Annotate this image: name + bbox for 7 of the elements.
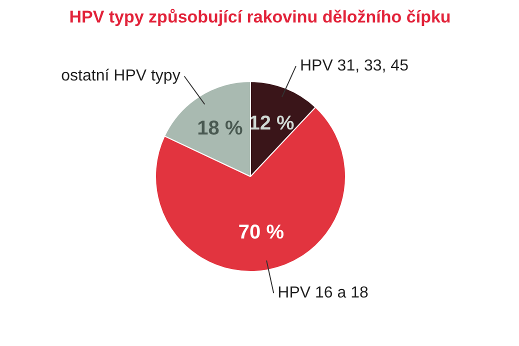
slice-label: HPV 31, 33, 45 xyxy=(300,58,409,75)
slice-label: ostatní HPV typy xyxy=(61,68,180,85)
data-label: 70 % xyxy=(238,221,284,244)
slice-label: HPV 16 a 18 xyxy=(278,284,368,302)
data-label: 12 % xyxy=(248,112,294,135)
data-label: 18 % xyxy=(197,117,243,140)
chart-title: HPV typy způsobující rakovinu děložního čípku xyxy=(69,8,451,26)
